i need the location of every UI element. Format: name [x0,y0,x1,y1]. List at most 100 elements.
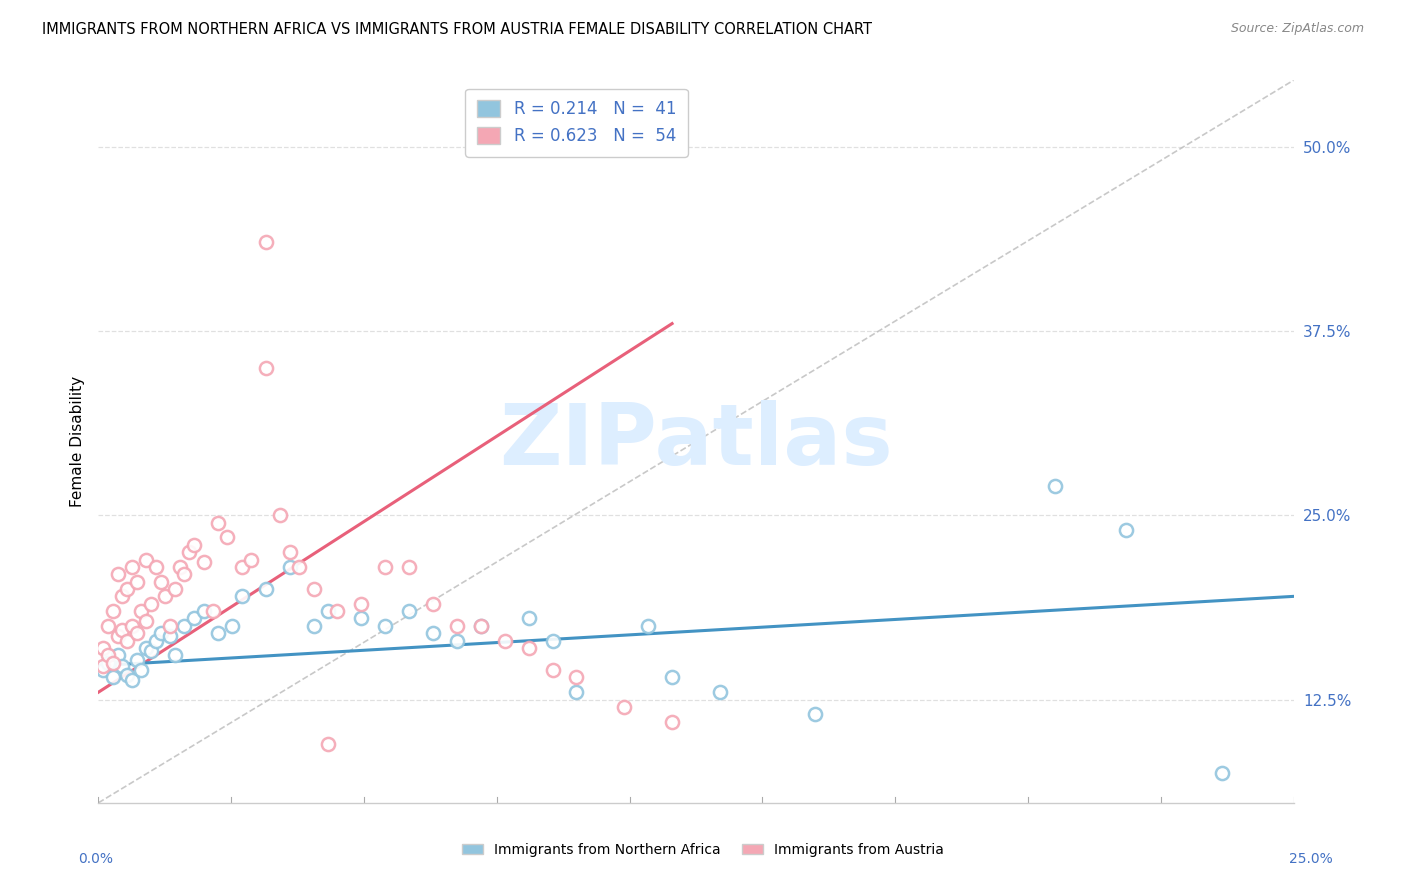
Point [637,619,659,633]
Point [131,604,153,618]
Point [183,538,205,552]
Point [302,582,325,596]
Point [135,552,157,566]
Point [101,656,124,670]
Point [254,582,277,596]
Point [398,560,420,574]
Point [111,590,134,604]
Text: IMMIGRANTS FROM NORTHERN AFRICA VS IMMIGRANTS FROM AUSTRIA FEMALE DISABILITY COR: IMMIGRANTS FROM NORTHERN AFRICA VS IMMIG… [42,22,872,37]
Point [115,667,138,681]
Point [111,658,134,673]
Legend: Immigrants from Northern Africa, Immigrants from Austria: Immigrants from Northern Africa, Immigra… [457,838,949,863]
Point [125,626,148,640]
Point [240,552,263,566]
Point [350,611,373,625]
Point [135,640,157,655]
Point [217,530,239,544]
Point [125,574,148,589]
Point [202,604,225,618]
Point [517,640,540,655]
Point [804,707,827,722]
Point [470,619,492,633]
Point [193,604,215,618]
Point [101,604,124,618]
Point [302,619,325,633]
Point [231,590,253,604]
Point [709,685,731,699]
Point [159,629,181,643]
Point [422,597,444,611]
Point [91,640,114,655]
Point [288,560,311,574]
Point [1211,766,1233,780]
Point [121,619,143,633]
Point [316,737,339,751]
Point [661,714,683,729]
Point [121,560,143,574]
Point [111,624,134,638]
Point [446,633,468,648]
Point [316,604,339,618]
Point [149,626,172,640]
Point [541,633,564,648]
Legend: R = 0.214   N =  41, R = 0.623   N =  54: R = 0.214 N = 41, R = 0.623 N = 54 [465,88,688,157]
Point [269,508,291,523]
Point [422,626,444,640]
Point [221,619,243,633]
Point [125,653,148,667]
Point [149,574,172,589]
Point [565,685,588,699]
Point [278,545,301,559]
Point [446,619,468,633]
Point [107,629,129,643]
Point [193,556,215,570]
Point [207,516,229,530]
Point [145,633,167,648]
Point [139,644,162,658]
Point [494,633,516,648]
Y-axis label: Female Disability: Female Disability [69,376,84,508]
Point [155,590,177,604]
Point [179,545,201,559]
Point [398,604,420,618]
Point [97,619,120,633]
Point [121,673,143,688]
Point [173,567,195,582]
Point [541,663,564,677]
Point [173,619,195,633]
Point [135,615,157,629]
Point [183,611,205,625]
Point [470,619,492,633]
Point [517,611,540,625]
Point [169,560,191,574]
Point [350,597,373,611]
Point [163,648,186,663]
Point [97,648,120,663]
Point [145,560,167,574]
Text: ZIPatlas: ZIPatlas [499,400,893,483]
Point [374,560,396,574]
Point [254,360,277,375]
Point [131,663,153,677]
Text: 0.0%: 0.0% [79,852,112,866]
Point [207,626,229,640]
Point [613,700,636,714]
Point [1043,479,1066,493]
Point [326,604,349,618]
Text: Source: ZipAtlas.com: Source: ZipAtlas.com [1230,22,1364,36]
Point [115,633,138,648]
Text: 25.0%: 25.0% [1288,852,1333,866]
Point [139,597,162,611]
Point [254,235,277,250]
Point [163,582,186,596]
Point [278,560,301,574]
Point [107,567,129,582]
Point [107,648,129,663]
Point [231,560,253,574]
Point [661,670,683,684]
Point [115,582,138,596]
Point [101,670,124,684]
Point [159,619,181,633]
Point [91,658,114,673]
Point [91,663,114,677]
